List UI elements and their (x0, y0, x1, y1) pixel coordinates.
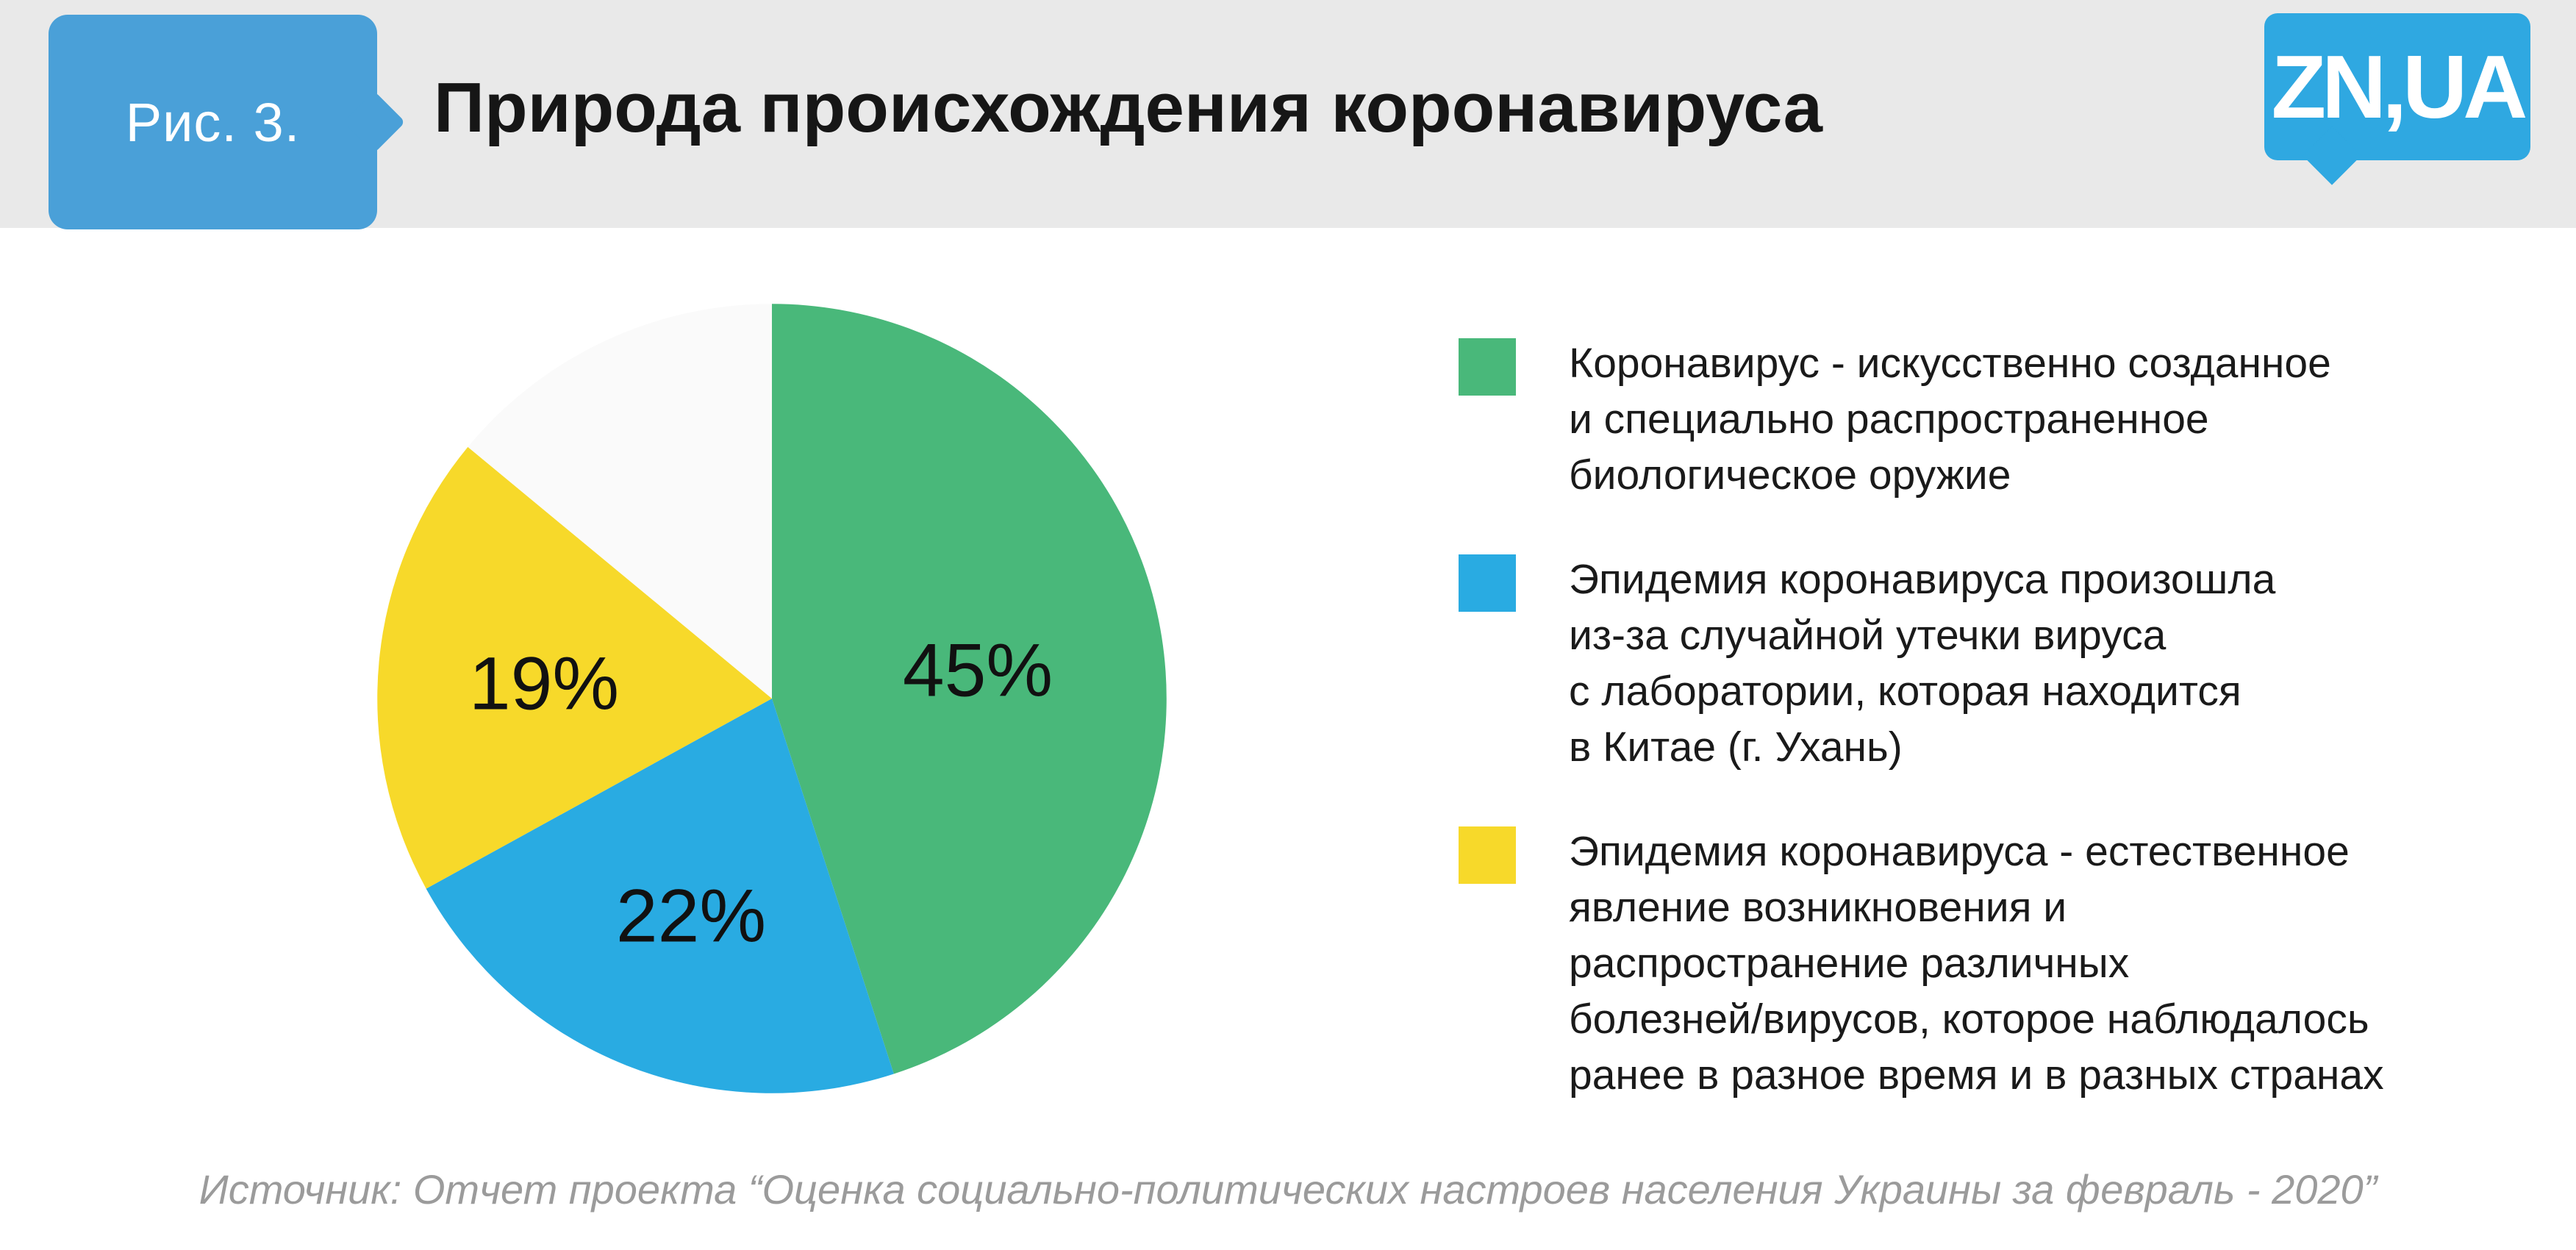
pie-data-label-green: 45% (902, 628, 1053, 712)
legend-item-blue: Эпидемия коронавируса произошла из-за сл… (1459, 551, 2532, 775)
pie-slice-0 (772, 304, 1167, 1074)
header-band (0, 0, 2576, 228)
pie-chart-container (375, 301, 1169, 1096)
pie-data-label-blue: 22% (615, 874, 767, 958)
pie-slice-1 (426, 699, 894, 1093)
figure-number-label: Рис. 3. (125, 91, 301, 153)
legend-label-blue: Эпидемия коронавируса произошла из-за сл… (1569, 556, 2276, 771)
pie-data-label-yellow: 19% (468, 641, 620, 726)
legend-label-yellow: Эпидемия коронавируса - естественное явл… (1569, 828, 2384, 1099)
pie-slice-3 (468, 304, 772, 699)
source-note: Источник: Отчет проекта “Оценка социальн… (198, 1166, 2378, 1212)
figure-number-badge: Рис. 3. (49, 15, 377, 229)
legend-swatch-green (1459, 338, 1516, 396)
znua-logo-text: ZN,UA (2271, 37, 2528, 137)
pie-slice-2 (377, 446, 772, 889)
znua-logo: ZN,UA (2264, 13, 2530, 160)
legend-item-yellow: Эпидемия коронавируса - естественное явл… (1459, 824, 2532, 1103)
legend-swatch-blue (1459, 554, 1516, 612)
legend: Коронавирус - искусственно созданное и с… (1459, 335, 2532, 1151)
page-title: Природа происхождения коронавируса (434, 68, 1822, 147)
pie-chart (377, 304, 1167, 1093)
legend-item-green: Коронавирус - искусственно созданное и с… (1459, 335, 2532, 503)
legend-swatch-yellow (1459, 826, 1516, 884)
legend-label-green: Коронавирус - искусственно созданное и с… (1569, 340, 2331, 499)
